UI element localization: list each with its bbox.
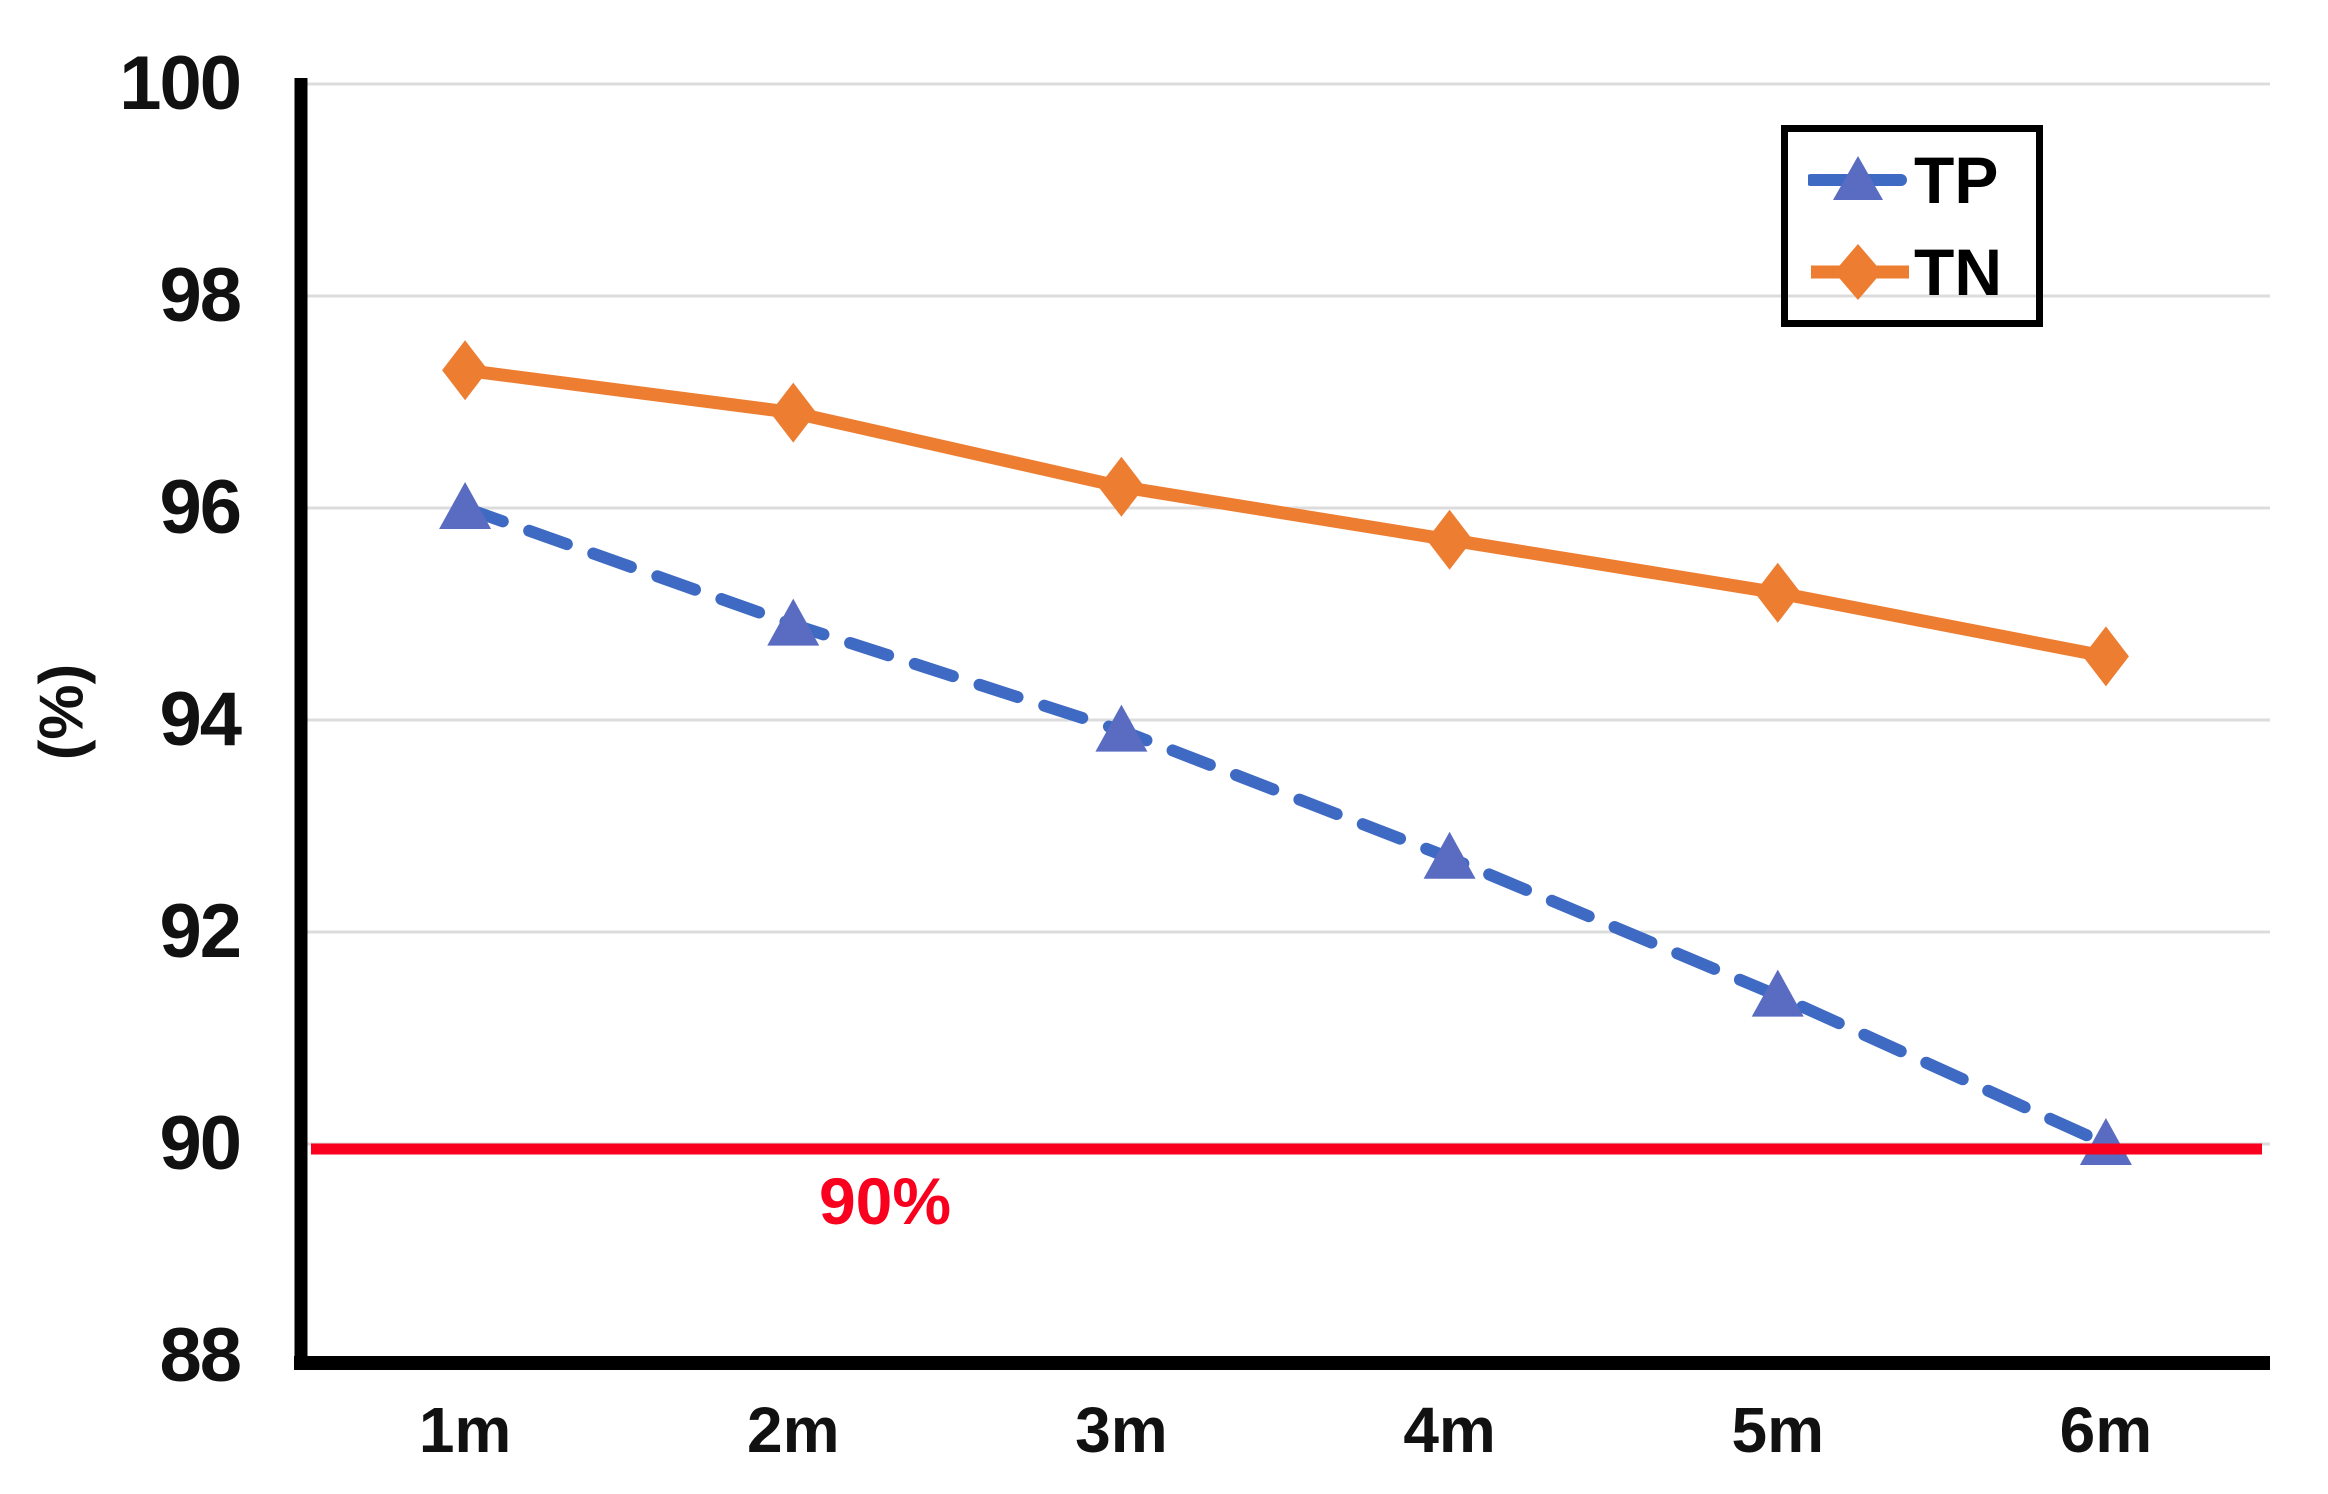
x-tick-label: 6m — [2059, 1394, 2153, 1466]
x-tick-label: 2m — [747, 1394, 840, 1466]
legend: TP TN — [1781, 125, 2043, 327]
marker-diamond-tn-3m — [1098, 456, 1145, 517]
x-tick-label: 5m — [1731, 1394, 1825, 1466]
y-tick-label: 96 — [159, 465, 242, 550]
marker-triangle-tp-1m — [439, 482, 492, 529]
series-line-tp — [459, 502, 2112, 1150]
marker-triangle-tp-4m — [1423, 831, 1476, 879]
y-tick-label: 92 — [159, 889, 242, 974]
x-tick-label: 4m — [1403, 1394, 1496, 1466]
marker-triangle-tp-2m — [767, 598, 820, 646]
y-tick-label: 98 — [159, 253, 242, 338]
marker-diamond-tn-4m — [1426, 509, 1473, 570]
series-line-tn — [464, 363, 2108, 663]
tn-solid-line-diamond-marker-icon — [1811, 244, 1909, 300]
marker-triangle-tp-3m — [1095, 704, 1148, 752]
marker-triangle-tp-6m — [2079, 1118, 2132, 1165]
legend-item-tn: TN — [1808, 237, 2036, 307]
marker-triangle-tp-5m — [1751, 969, 1804, 1017]
y-tick-label: 94 — [159, 677, 242, 762]
x-tick-label: 1m — [418, 1394, 512, 1466]
y-tick-label: 88 — [159, 1313, 242, 1398]
y-tick-label: 90 — [159, 1101, 242, 1186]
reference-line-label: 90% — [818, 1164, 952, 1238]
marker-diamond-tn-6m — [2082, 626, 2129, 687]
legend-item-tp: TP — [1808, 145, 2036, 215]
legend-label-tp: TP — [1914, 143, 1999, 217]
marker-diamond-tn-1m — [442, 340, 489, 401]
y-tick-label: 100 — [119, 41, 242, 126]
x-tick-label: 3m — [1075, 1394, 1168, 1466]
tp-dashed-line-triangle-marker-icon — [1808, 156, 1912, 200]
legend-label-tn: TN — [1914, 235, 2002, 309]
marker-diamond-tn-5m — [1754, 562, 1801, 623]
marker-diamond-tn-2m — [770, 382, 817, 443]
